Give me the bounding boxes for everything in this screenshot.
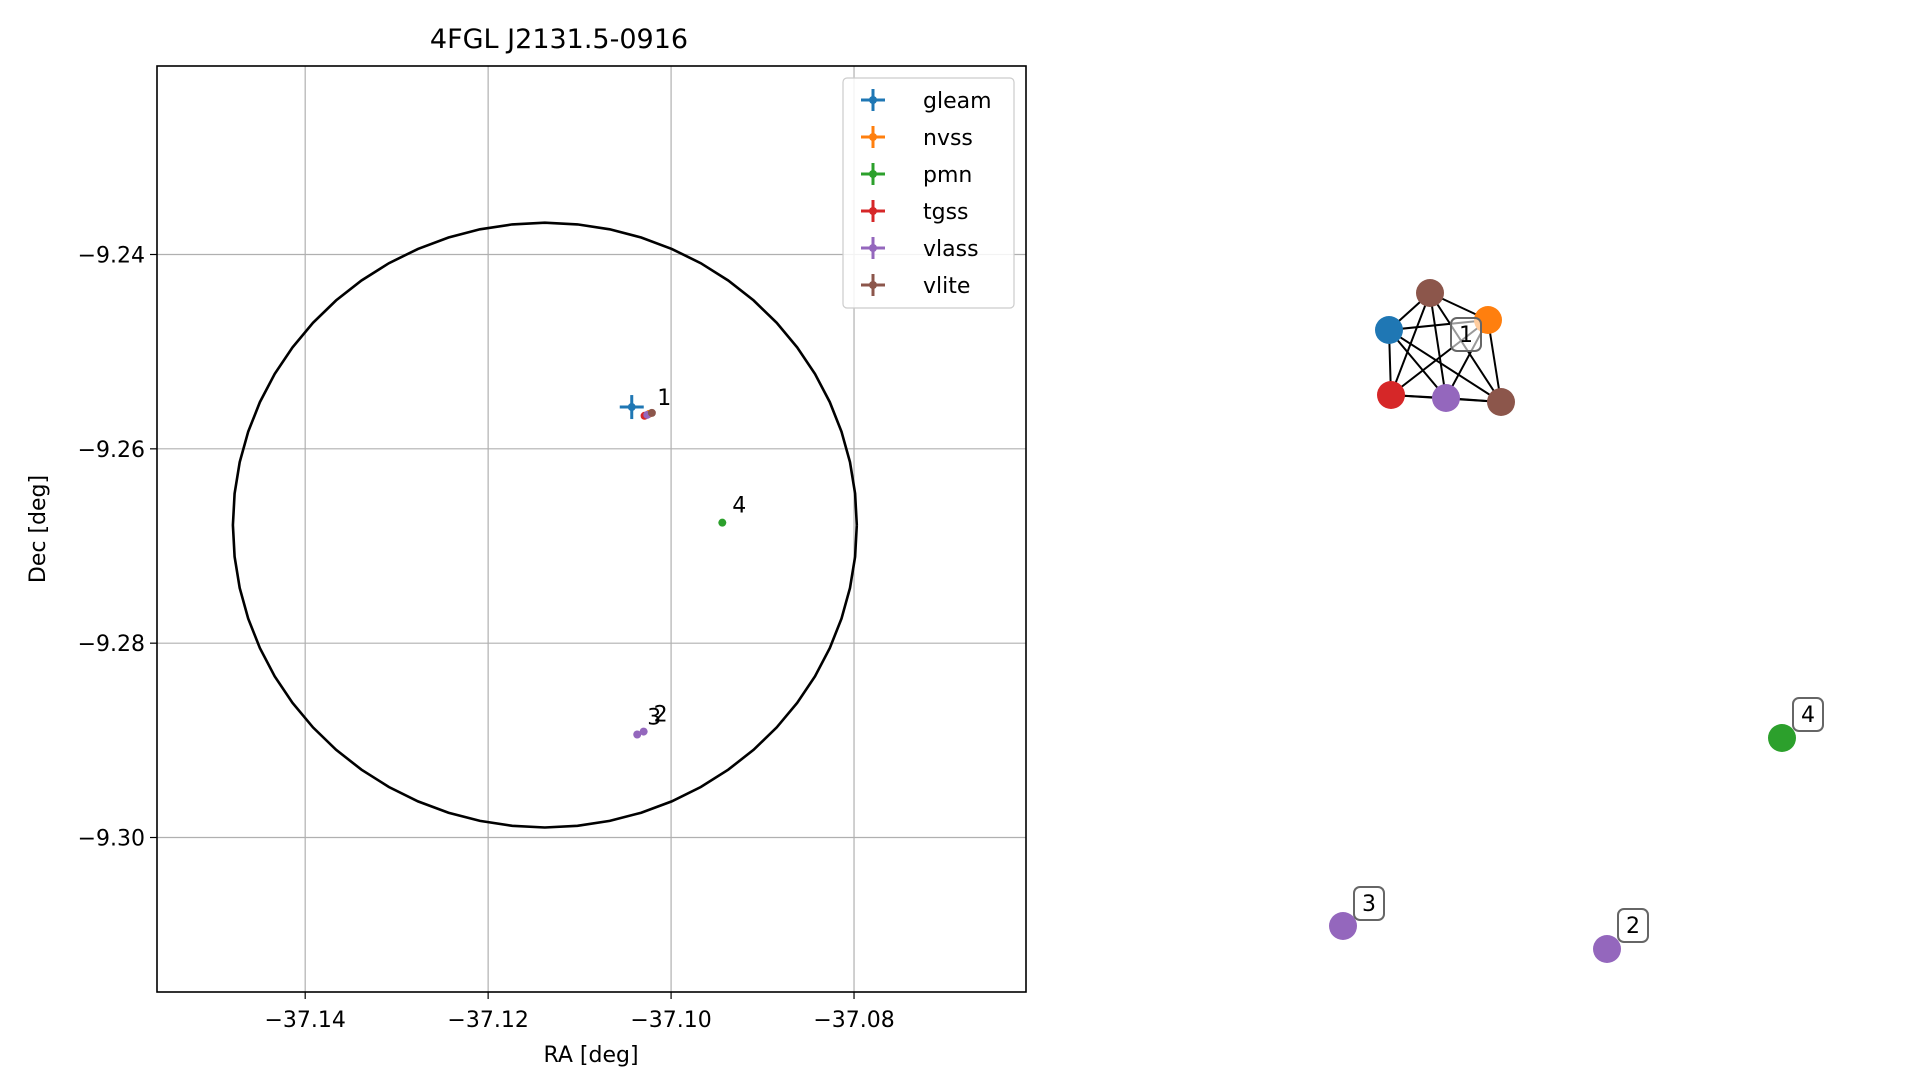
graph-label-text: 2 [1626, 914, 1640, 939]
point-label: 1 [657, 386, 671, 411]
gleam-point [627, 403, 636, 412]
point-label: 3 [647, 706, 661, 731]
data-points-layer: 4 1 23 [619, 386, 746, 739]
legend-label: vlass [923, 237, 979, 262]
graph-node [1593, 935, 1621, 963]
graph-nodes [1329, 279, 1796, 963]
legend-swatch-dot [869, 207, 877, 215]
pmn-point [718, 518, 727, 527]
graph-labels: 1 4 3 2 [1353, 317, 1824, 943]
chart-title: 4FGL J2131.5-0916 [430, 24, 688, 55]
graph-label-box [1353, 886, 1385, 921]
legend-entry-nvss: nvss [861, 126, 973, 151]
vlite-point [647, 408, 656, 417]
error-ellipse [231, 221, 859, 829]
graph-label-text: 4 [1801, 703, 1815, 728]
graph-node-label: 4 [1792, 697, 1824, 732]
graph-label-text: 3 [1362, 892, 1376, 917]
legend-swatch-dot [869, 133, 877, 141]
point-label: 4 [732, 494, 746, 519]
y-tick-label: −9.30 [78, 827, 145, 852]
legend-swatch-dot [869, 281, 877, 289]
legend-box [842, 77, 1015, 309]
y-axis-ticks: −9.24 −9.26 −9.28 −9.30 [78, 244, 157, 852]
graph-node [1377, 381, 1405, 409]
legend-swatch-dot [869, 244, 877, 252]
graph-label-text: 1 [1459, 323, 1473, 348]
legend-label: nvss [923, 126, 973, 151]
error-ellipse-layer [231, 221, 859, 829]
legend: gleam nvss pmn tgss vlass vlite [842, 77, 1015, 309]
graph-edge [1388, 329, 1447, 399]
graph-node-label: 1 [1450, 317, 1482, 352]
y-tick-label: −9.24 [78, 244, 145, 269]
legend-label: tgss [923, 200, 969, 225]
x-axis-ticks: −37.14 −37.12 −37.10 −37.08 [264, 992, 895, 1033]
graph-node [1768, 724, 1796, 752]
graph-label-box [1617, 908, 1649, 943]
legend-entry-vlite: vlite [861, 274, 970, 299]
graph-node-label: 2 [1617, 908, 1649, 943]
legend-swatch-dot [869, 170, 877, 178]
graph-label-box [1792, 697, 1824, 732]
vlass-point [633, 730, 642, 739]
network-graph: 1 4 3 2 [1329, 279, 1824, 963]
x-tick-label: −37.12 [447, 1008, 528, 1033]
y-tick-label: −9.28 [78, 632, 145, 657]
x-tick-label: −37.08 [813, 1008, 894, 1033]
x-axis-label: RA [deg] [543, 1043, 638, 1068]
graph-node [1487, 388, 1515, 416]
axes-frame [156, 65, 1027, 993]
graph-node [1432, 384, 1460, 412]
graph-edge [1429, 292, 1447, 399]
legend-label: gleam [923, 89, 992, 114]
graph-edge [1388, 329, 1502, 403]
x-tick-label: −37.14 [264, 1008, 345, 1033]
legend-entry-vlass: vlass [861, 237, 979, 262]
graph-edge [1390, 292, 1431, 396]
legend-entry-tgss: tgss [861, 200, 969, 225]
legend-label: pmn [923, 163, 972, 188]
graph-node [1416, 279, 1444, 307]
graph-node [1329, 912, 1357, 940]
legend-entry-gleam: gleam [861, 89, 992, 114]
graph-label-box [1450, 317, 1482, 352]
point-label: 2 [654, 703, 668, 728]
legend-label: vlite [923, 274, 970, 299]
legend-swatch-dot [869, 96, 877, 104]
vlass-point [639, 727, 648, 736]
x-tick-label: −37.10 [630, 1008, 711, 1033]
y-axis-label: Dec [deg] [26, 475, 51, 583]
graph-node-label: 3 [1353, 886, 1385, 921]
y-tick-label: −9.26 [78, 438, 145, 463]
graph-node [1375, 316, 1403, 344]
legend-entry-pmn: pmn [861, 163, 972, 188]
